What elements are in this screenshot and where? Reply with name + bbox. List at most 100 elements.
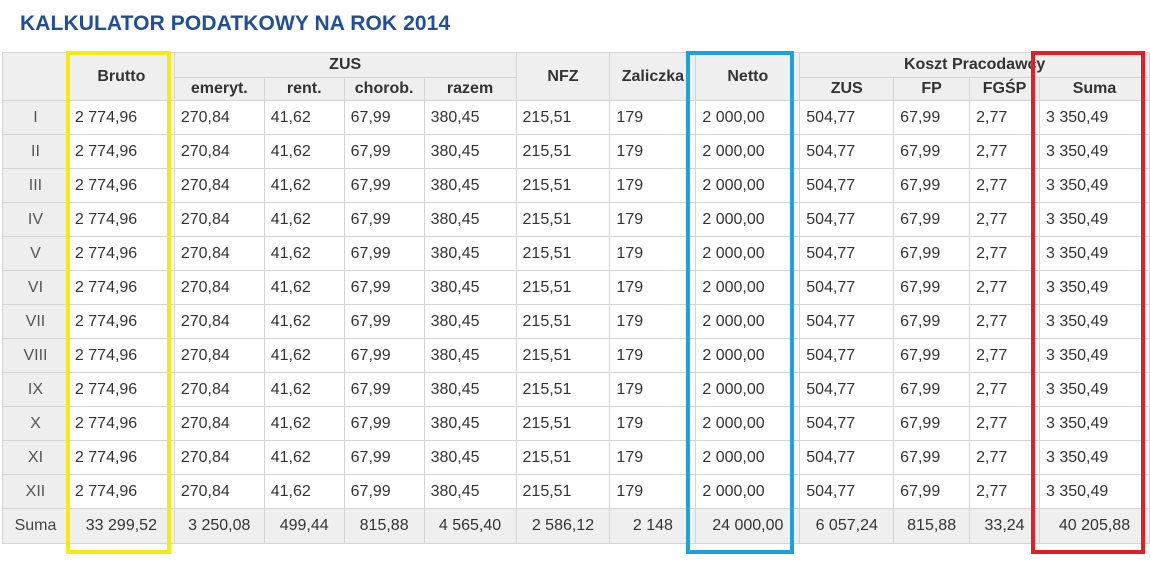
- nfz-cell: 215,51: [515, 338, 611, 373]
- employer-suma-cell: 3 350,49: [1039, 406, 1150, 441]
- rent-cell: 41,62: [263, 100, 345, 135]
- rent-header: rent.: [263, 77, 345, 101]
- fp-cell: 67,99: [893, 236, 971, 271]
- employer-suma-cell: 3 350,49: [1039, 168, 1150, 203]
- razem-cell: 380,45: [423, 236, 517, 271]
- koszt-pracodawcy-header: Koszt Pracodawcy: [799, 52, 1150, 78]
- table-row: VI 2 774,96 270,84 41,62 67,99 380,45 215,51 17…: [2, 270, 1150, 305]
- chorob-cell: 67,99: [343, 202, 425, 237]
- employer-zus-header: ZUS: [799, 77, 895, 101]
- employer-zus-cell: 504,77: [799, 134, 895, 169]
- zaliczka-header: Zaliczka: [609, 52, 697, 101]
- employer-zus-cell: 504,77: [799, 202, 895, 237]
- emeryt-header: emeryt.: [173, 77, 265, 101]
- nfz-cell: 215,51: [515, 406, 611, 441]
- brutto-cell: 2 774,96: [67, 304, 175, 339]
- fgsp-cell: 2,77: [969, 338, 1041, 373]
- fgsp-cell: 2,77: [969, 440, 1041, 475]
- employer-suma-cell: 3 350,49: [1039, 304, 1150, 339]
- chorob-total-cell: 815,88: [343, 508, 425, 544]
- employer-suma-cell: 3 350,49: [1039, 270, 1150, 305]
- chorob-cell: 67,99: [343, 406, 425, 441]
- rent-cell: 41,62: [263, 134, 345, 169]
- emeryt-cell: 270,84: [173, 406, 265, 441]
- rent-cell: 41,62: [263, 202, 345, 237]
- brutto-cell: 2 774,96: [67, 270, 175, 305]
- nfz-cell: 215,51: [515, 236, 611, 271]
- emeryt-cell: 270,84: [173, 474, 265, 509]
- fgsp-cell: 2,77: [969, 474, 1041, 509]
- razem-cell: 380,45: [423, 474, 517, 509]
- zaliczka-cell: 179: [609, 440, 697, 475]
- zaliczka-cell: 179: [609, 236, 697, 271]
- fgsp-cell: 2,77: [969, 236, 1041, 271]
- netto-header: Netto: [695, 52, 801, 101]
- table-row: IV 2 774,96 270,84 41,62 67,99 380,45 215,51 17…: [2, 202, 1150, 237]
- rent-cell: 41,62: [263, 168, 345, 203]
- netto-total-cell: 24 000,00: [695, 508, 801, 544]
- fp-cell: 67,99: [893, 338, 971, 373]
- brutto-cell: 2 774,96: [67, 474, 175, 509]
- chorob-cell: 67,99: [343, 134, 425, 169]
- nfz-cell: 215,51: [515, 304, 611, 339]
- netto-cell: 2 000,00: [695, 236, 801, 271]
- nfz-cell: 215,51: [515, 270, 611, 305]
- fp-cell: 67,99: [893, 406, 971, 441]
- month-label: II: [2, 134, 69, 169]
- summary-label: Suma: [2, 508, 69, 544]
- emeryt-total-cell: 3 250,08: [173, 508, 265, 544]
- month-label: IX: [2, 372, 69, 407]
- chorob-cell: 67,99: [343, 100, 425, 135]
- razem-cell: 380,45: [423, 270, 517, 305]
- employer-zus-cell: 504,77: [799, 372, 895, 407]
- fp-cell: 67,99: [893, 168, 971, 203]
- fgsp-total-cell: 33,24: [969, 508, 1041, 544]
- page-title: KALKULATOR PODATKOWY NA ROK 2014: [20, 12, 451, 35]
- month-label: I: [2, 100, 69, 135]
- netto-cell: 2 000,00: [695, 440, 801, 475]
- zaliczka-cell: 179: [609, 270, 697, 305]
- emeryt-cell: 270,84: [173, 270, 265, 305]
- nfz-total-cell: 2 586,12: [515, 508, 611, 544]
- month-label: VI: [2, 270, 69, 305]
- netto-cell: 2 000,00: [695, 168, 801, 203]
- month-label: XII: [2, 474, 69, 509]
- nfz-cell: 215,51: [515, 202, 611, 237]
- month-label: VIII: [2, 338, 69, 373]
- table-row: IX 2 774,96 270,84 41,62 67,99 380,45 215,51 17…: [2, 372, 1150, 407]
- summary-row: Suma 33 299,52 3 250,08 499,44 815,88 4 565,4…: [2, 508, 1150, 544]
- employer-suma-cell: 3 350,49: [1039, 440, 1150, 475]
- emeryt-cell: 270,84: [173, 202, 265, 237]
- chorob-cell: 67,99: [343, 304, 425, 339]
- brutto-cell: 2 774,96: [67, 236, 175, 271]
- employer-zus-cell: 504,77: [799, 440, 895, 475]
- fgsp-cell: 2,77: [969, 202, 1041, 237]
- employer-zus-cell: 504,77: [799, 100, 895, 135]
- nfz-cell: 215,51: [515, 372, 611, 407]
- fgsp-cell: 2,77: [969, 372, 1041, 407]
- fgsp-header: FGŚP: [969, 77, 1041, 101]
- razem-cell: 380,45: [423, 134, 517, 169]
- emeryt-cell: 270,84: [173, 236, 265, 271]
- netto-cell: 2 000,00: [695, 270, 801, 305]
- netto-cell: 2 000,00: [695, 100, 801, 135]
- employer-suma-cell: 3 350,49: [1039, 372, 1150, 407]
- emeryt-cell: 270,84: [173, 440, 265, 475]
- chorob-cell: 67,99: [343, 440, 425, 475]
- zaliczka-cell: 179: [609, 372, 697, 407]
- netto-cell: 2 000,00: [695, 338, 801, 373]
- month-label: VII: [2, 304, 69, 339]
- table-row: VIII 2 774,96 270,84 41,62 67,99 380,45 215,51…: [2, 338, 1150, 373]
- netto-cell: 2 000,00: [695, 474, 801, 509]
- employer-zus-cell: 504,77: [799, 474, 895, 509]
- netto-cell: 2 000,00: [695, 202, 801, 237]
- zaliczka-cell: 179: [609, 100, 697, 135]
- employer-zus-total-cell: 6 057,24: [799, 508, 895, 544]
- zaliczka-cell: 179: [609, 406, 697, 441]
- employer-suma-cell: 3 350,49: [1039, 202, 1150, 237]
- emeryt-cell: 270,84: [173, 100, 265, 135]
- nfz-cell: 215,51: [515, 134, 611, 169]
- emeryt-cell: 270,84: [173, 338, 265, 373]
- zaliczka-cell: 179: [609, 304, 697, 339]
